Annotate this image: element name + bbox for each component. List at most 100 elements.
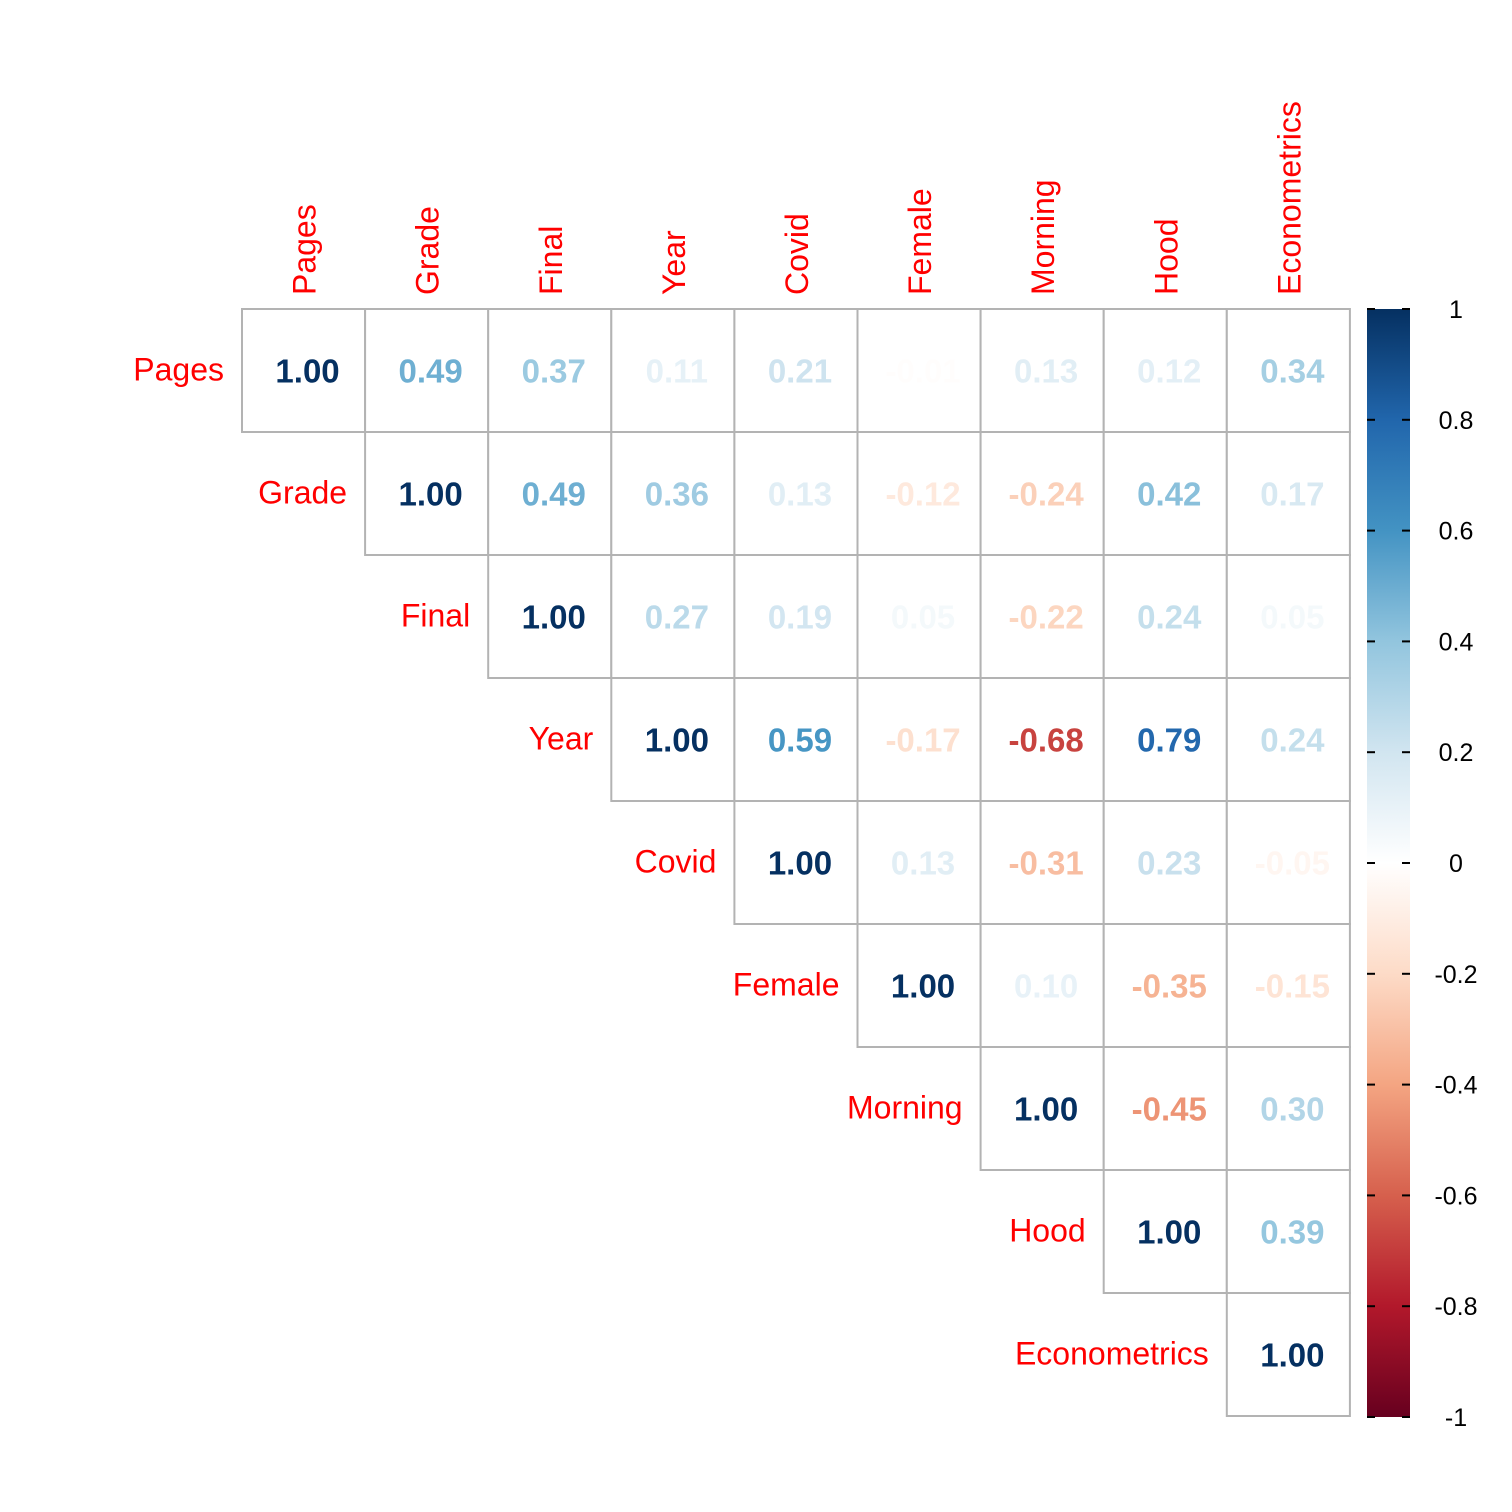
col-label-Grade: Grade — [410, 206, 446, 295]
cell-Grade-Year — [610, 431, 736, 556]
value-Year-Year: 1.00 — [645, 722, 709, 759]
cell-Grade-Female — [856, 431, 982, 556]
colorbar: 1 0.8 0.6 0.4 0.2 0 -0.2 -0.4 -0.6 -0.8 -1 — [1367, 296, 1478, 1432]
value-Covid-Morning: -0.31 — [1009, 845, 1084, 882]
value-Covid-Econometrics: -0.05 — [1255, 845, 1330, 882]
colorbar-tick-label: -1 — [1445, 1404, 1467, 1432]
cell-Morning-Morning — [979, 1046, 1105, 1171]
cell-Final-Hood — [1102, 554, 1228, 679]
value-Pages-Female: -0.01 — [885, 353, 960, 390]
cell-Final-Final — [487, 554, 613, 679]
cell-Final-Econometrics — [1225, 554, 1351, 679]
colorbar-tick-label: 0.2 — [1439, 739, 1474, 767]
col-label-Covid: Covid — [779, 213, 815, 295]
cell-Pages-Grade — [364, 308, 490, 433]
cell-Grade-Econometrics — [1225, 431, 1351, 556]
cell-Pages-Final — [487, 308, 613, 433]
value-Final-Hood: 0.24 — [1137, 599, 1202, 636]
col-label-Female: Female — [902, 188, 938, 295]
value-Pages-Hood: 0.12 — [1137, 353, 1201, 390]
value-Pages-Year: 0.11 — [646, 353, 708, 390]
cell-Grade-Hood — [1102, 431, 1228, 556]
colorbar-tick-label: 0.4 — [1439, 628, 1474, 656]
col-label-Morning: Morning — [1025, 179, 1061, 295]
row-labels: Pages Grade Final Year Covid Female Morning Hoo… — [133, 352, 1209, 1372]
colorbar-tick-label: 0 — [1449, 850, 1463, 878]
cell-Female-Econometrics — [1225, 923, 1351, 1048]
row-label-Grade: Grade — [258, 475, 347, 511]
value-Year-Econometrics: 0.24 — [1260, 722, 1325, 759]
cell-Year-Econometrics — [1225, 677, 1351, 802]
row-label-Year: Year — [529, 721, 594, 757]
value-Grade-Female: -0.12 — [885, 476, 960, 513]
value-Female-Female: 1.00 — [891, 968, 955, 1005]
cell-Final-Year — [610, 554, 736, 679]
cell-Pages-Pages — [241, 308, 367, 433]
cell-Year-Female — [856, 677, 982, 802]
row-label-Econometrics: Econometrics — [1015, 1336, 1209, 1372]
col-label-Econometrics: Econometrics — [1271, 101, 1307, 295]
cell-Pages-Female — [856, 308, 982, 433]
cell-Year-Morning — [979, 677, 1105, 802]
colorbar-tick-label: 0.6 — [1439, 518, 1474, 546]
value-Morning-Morning: 1.00 — [1014, 1091, 1078, 1128]
cell-Female-Female — [856, 923, 982, 1048]
value-Pages-Pages: 1.00 — [275, 353, 339, 390]
value-Econometrics-Econometrics: 1.00 — [1260, 1337, 1324, 1374]
value-Final-Year: 0.27 — [645, 599, 709, 636]
row-label-Pages: Pages — [133, 352, 224, 388]
value-Hood-Econometrics: 0.39 — [1260, 1214, 1324, 1251]
col-label-Final: Final — [533, 226, 569, 295]
value-Year-Covid: 0.59 — [768, 722, 832, 759]
row-label-Female: Female — [733, 967, 840, 1003]
row-label-Covid: Covid — [635, 844, 717, 880]
value-Final-Female: 0.05 — [891, 599, 955, 636]
value-Grade-Morning: -0.24 — [1009, 476, 1085, 513]
value-Pages-Morning: 0.13 — [1014, 353, 1078, 390]
value-Final-Morning: -0.22 — [1009, 599, 1084, 636]
cell-Morning-Econometrics — [1225, 1046, 1351, 1171]
value-Morning-Econometrics: 0.30 — [1260, 1091, 1324, 1128]
column-labels: Pages Grade Final Year Covid Female Morning Hoo… — [287, 101, 1308, 295]
cell-Econometrics-Econometrics — [1225, 1292, 1351, 1417]
value-Year-Morning: -0.68 — [1009, 722, 1084, 759]
value-Female-Morning: 0.10 — [1014, 968, 1078, 1005]
row-label-Final: Final — [401, 598, 470, 634]
value-Covid-Covid: 1.00 — [768, 845, 832, 882]
cell-Covid-Covid — [733, 800, 859, 925]
value-Grade-Hood: 0.42 — [1137, 476, 1201, 513]
colorbar-tick-label: -0.2 — [1434, 961, 1477, 989]
cell-Hood-Econometrics — [1225, 1169, 1351, 1294]
value-Year-Female: -0.17 — [885, 722, 960, 759]
value-Grade-Final: 0.49 — [522, 476, 586, 513]
colorbar-tick-label: -0.6 — [1434, 1182, 1477, 1210]
col-label-Pages: Pages — [287, 204, 323, 295]
cell-Grade-Grade — [364, 431, 490, 556]
cell-Pages-Hood — [1102, 308, 1228, 433]
value-Morning-Hood: -0.45 — [1132, 1091, 1207, 1128]
value-Pages-Final: 0.37 — [522, 353, 586, 390]
value-Grade-Econometrics: 0.17 — [1260, 476, 1324, 513]
cell-Final-Female — [856, 554, 982, 679]
value-Final-Econometrics: 0.05 — [1260, 599, 1324, 636]
value-Pages-Grade: 0.49 — [399, 353, 463, 390]
value-Year-Hood: 0.79 — [1137, 722, 1201, 759]
cell-Female-Morning — [979, 923, 1105, 1048]
value-Pages-Econometrics: 0.34 — [1260, 353, 1325, 390]
cell-Final-Covid — [733, 554, 859, 679]
value-Final-Covid: 0.19 — [768, 599, 832, 636]
value-Female-Hood: -0.35 — [1132, 968, 1207, 1005]
cell-Final-Morning — [979, 554, 1105, 679]
cell-Hood-Hood — [1102, 1169, 1228, 1294]
value-Grade-Grade: 1.00 — [399, 476, 463, 513]
colorbar-tick-label: -0.4 — [1434, 1072, 1477, 1100]
value-Hood-Hood: 1.00 — [1137, 1214, 1201, 1251]
col-label-Hood: Hood — [1148, 219, 1184, 296]
row-label-Hood: Hood — [1009, 1213, 1086, 1249]
value-Grade-Year: 0.36 — [645, 476, 709, 513]
value-Grade-Covid: 0.13 — [768, 476, 832, 513]
value-Female-Econometrics: -0.15 — [1255, 968, 1330, 1005]
col-label-Year: Year — [656, 230, 692, 295]
value-Covid-Hood: 0.23 — [1137, 845, 1201, 882]
